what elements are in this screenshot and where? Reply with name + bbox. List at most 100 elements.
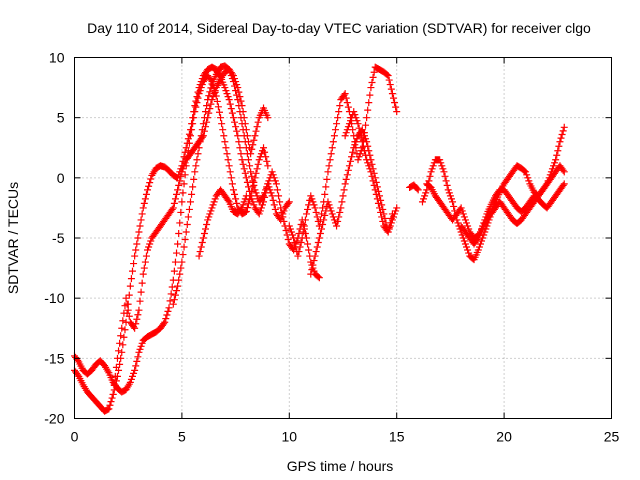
data-point — [307, 192, 315, 200]
y-tick-label: -15 — [44, 350, 64, 366]
data-point — [343, 126, 351, 134]
data-point — [354, 120, 362, 128]
data-point — [197, 132, 205, 140]
data-point — [239, 201, 247, 209]
data-point — [176, 270, 184, 278]
data-point — [234, 132, 242, 140]
data-point — [336, 102, 344, 110]
data-point — [243, 178, 251, 186]
data-point — [560, 123, 568, 131]
data-point — [168, 283, 176, 291]
data-point — [226, 100, 234, 108]
data-point — [191, 168, 199, 176]
data-point — [248, 172, 256, 180]
data-point — [329, 138, 337, 146]
data-point — [555, 142, 563, 150]
data-point — [232, 87, 240, 95]
data-point — [145, 182, 153, 190]
data-point — [273, 186, 281, 194]
data-point — [192, 162, 200, 170]
data-point — [304, 240, 312, 248]
data-point — [447, 195, 455, 203]
data-point — [384, 228, 392, 236]
data-point — [319, 204, 327, 212]
data-point — [171, 195, 179, 203]
data-point — [334, 114, 342, 122]
data-point — [351, 141, 359, 149]
data-point — [328, 144, 336, 152]
y-tick-labels: -20 -15 -10 -5 0 5 10 — [44, 50, 64, 427]
data-point — [345, 120, 353, 128]
data-point — [338, 198, 346, 206]
data-point — [237, 150, 245, 158]
data-point — [341, 90, 349, 98]
data-point — [177, 172, 185, 180]
data-point — [137, 342, 145, 350]
data-point — [349, 148, 357, 156]
data-point — [558, 131, 566, 139]
data-point — [460, 213, 468, 221]
data-point — [196, 87, 204, 95]
data-point — [328, 210, 336, 218]
data-point — [193, 156, 201, 164]
data-point — [280, 207, 288, 215]
data-point — [224, 93, 232, 101]
data-point — [560, 180, 568, 188]
data-point — [237, 114, 245, 122]
data-point — [481, 216, 489, 224]
data-point — [140, 264, 148, 272]
data-point — [224, 156, 232, 164]
data-point — [475, 243, 483, 251]
data-point — [321, 211, 329, 219]
data-point — [188, 190, 196, 198]
data-point — [559, 181, 567, 189]
data-point — [229, 186, 237, 194]
data-point — [312, 208, 320, 216]
data-point — [264, 162, 272, 170]
data-point — [289, 231, 297, 239]
data-point — [414, 186, 422, 194]
data-point — [235, 138, 243, 146]
data-point — [333, 222, 341, 230]
data-point — [197, 84, 205, 92]
data-point — [418, 198, 426, 206]
data-point — [454, 219, 462, 227]
data-point — [182, 228, 190, 236]
data-point — [213, 97, 221, 105]
data-point — [368, 160, 376, 168]
data-point — [364, 106, 372, 114]
data-point — [165, 304, 173, 312]
data-point — [336, 208, 344, 216]
data-point — [309, 198, 317, 206]
data-point — [222, 144, 230, 152]
data-point — [131, 252, 139, 260]
data-point — [113, 354, 121, 362]
data-point — [559, 166, 567, 174]
data-point — [134, 353, 142, 361]
data-point — [269, 196, 277, 204]
data-point — [115, 347, 123, 355]
data-point — [74, 371, 82, 379]
data-point — [107, 398, 115, 406]
data-point — [252, 127, 260, 135]
data-point — [238, 156, 246, 164]
data-point — [228, 109, 236, 117]
x-axis-label: GPS time / hours — [287, 458, 394, 474]
data-point — [176, 177, 184, 185]
data-point — [275, 192, 283, 200]
data-point — [388, 90, 396, 98]
data-point — [476, 228, 484, 236]
series-arc-10 — [418, 123, 568, 264]
data-point — [258, 201, 266, 209]
data-point — [482, 213, 490, 221]
data-point — [557, 134, 565, 142]
data-point — [278, 213, 286, 221]
data-point — [229, 114, 237, 122]
data-point — [343, 99, 351, 107]
data-point — [228, 75, 236, 83]
data-point — [233, 91, 241, 99]
data-point — [240, 165, 248, 173]
data-point — [226, 69, 234, 77]
chart-title: Day 110 of 2014, Sidereal Day-to-day VTE… — [87, 20, 591, 36]
data-point — [241, 138, 249, 146]
